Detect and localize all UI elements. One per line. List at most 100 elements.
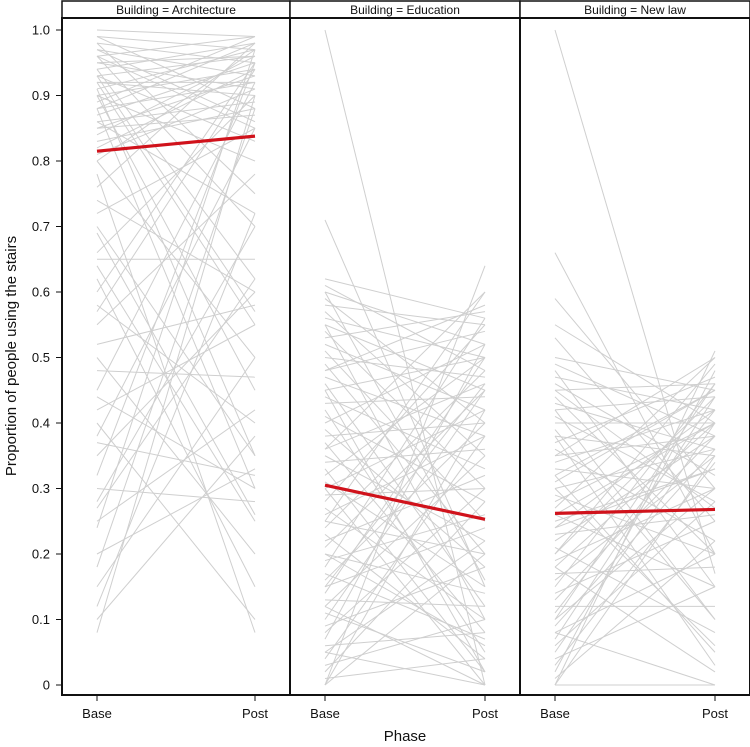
individual-line	[554, 350, 716, 686]
individual-line	[96, 29, 256, 38]
individual-line	[554, 383, 716, 588]
individual-line	[554, 402, 716, 450]
individual-line	[324, 468, 486, 673]
individual-line	[554, 468, 716, 529]
individual-line	[554, 632, 716, 686]
mean-line	[324, 483, 486, 521]
individual-line	[96, 42, 256, 110]
individual-line	[324, 481, 486, 588]
individual-line	[96, 173, 256, 326]
individual-line	[324, 573, 486, 640]
individual-line	[554, 435, 716, 666]
facet-strip-label: Building = Architecture	[116, 3, 236, 17]
individual-line	[324, 389, 486, 620]
individual-line	[324, 455, 486, 542]
individual-line	[96, 199, 256, 293]
individual-line	[96, 232, 256, 515]
individual-line	[96, 213, 256, 607]
individual-line	[96, 62, 256, 476]
individual-line	[96, 357, 256, 555]
y-tick-label: 0.2	[32, 547, 50, 562]
individual-line	[554, 357, 716, 457]
individual-line	[324, 285, 486, 372]
individual-line	[554, 357, 716, 391]
individual-line	[554, 396, 716, 411]
individual-line	[324, 553, 486, 647]
individual-line	[554, 422, 716, 503]
individual-line	[96, 95, 256, 162]
individual-lines	[96, 29, 256, 633]
individual-line	[324, 291, 486, 450]
mean-line	[96, 134, 256, 153]
individual-line	[96, 36, 256, 110]
individual-line	[96, 95, 256, 391]
individual-line	[96, 324, 256, 411]
individual-line	[96, 62, 256, 293]
x-tick-label: Post	[472, 706, 498, 721]
individual-line	[554, 363, 716, 437]
individual-line	[324, 619, 486, 666]
individual-line	[96, 55, 256, 136]
mean-line	[554, 507, 716, 515]
individual-line	[324, 540, 486, 653]
individual-line	[324, 396, 486, 404]
individual-line	[96, 357, 256, 588]
individual-line	[554, 468, 716, 489]
x-axis-title: Phase	[384, 728, 427, 745]
individual-line	[96, 49, 256, 162]
individual-lines	[554, 29, 716, 686]
individual-line	[324, 553, 486, 686]
individual-line	[554, 363, 716, 555]
individual-line	[554, 409, 716, 620]
facet-panel: Building = New law Base Post	[519, 0, 750, 721]
individual-line	[324, 291, 486, 581]
individual-line	[324, 330, 486, 372]
individual-line	[324, 599, 486, 607]
y-tick-label: 0.8	[32, 154, 50, 169]
individual-line	[554, 422, 716, 568]
individual-line	[554, 376, 716, 411]
facet-panel: Building = Architecture Base Post	[61, 0, 291, 721]
x-tick-label: Base	[540, 706, 570, 721]
individual-line	[324, 651, 486, 686]
facet-strip-label: Building = New law	[584, 3, 686, 17]
individual-line	[324, 219, 486, 587]
y-tick-label: 0	[43, 678, 50, 693]
individual-line	[554, 383, 716, 620]
individual-line	[96, 278, 256, 509]
individual-line	[324, 330, 486, 489]
individual-line	[324, 527, 486, 588]
individual-line	[96, 409, 256, 522]
individual-line	[96, 173, 256, 633]
y-tick-label: 0.5	[32, 350, 50, 365]
individual-line	[554, 501, 716, 647]
individual-line	[96, 42, 256, 188]
individual-line	[324, 324, 486, 502]
individual-line	[96, 82, 256, 391]
facet-panel: Building = Education Base Post	[289, 0, 521, 721]
individual-line	[96, 226, 256, 457]
individual-line	[554, 435, 716, 542]
individual-line	[96, 435, 256, 620]
x-tick-label: Base	[82, 706, 112, 721]
individual-line	[554, 389, 716, 476]
individual-line	[324, 291, 486, 522]
individual-line	[96, 121, 256, 214]
individual-line	[324, 409, 486, 686]
individual-line	[96, 101, 256, 123]
individual-line	[96, 36, 256, 57]
individual-line	[554, 422, 716, 516]
individual-line	[324, 390, 486, 673]
individual-line	[324, 291, 486, 345]
individual-line	[324, 344, 486, 640]
individual-line	[324, 422, 486, 437]
individual-line	[324, 488, 486, 686]
individual-line	[324, 304, 486, 372]
individual-line	[324, 383, 486, 588]
individual-line	[554, 540, 716, 679]
individual-line	[96, 442, 256, 476]
panel-frame	[61, 17, 291, 696]
panel-frame	[519, 17, 750, 696]
